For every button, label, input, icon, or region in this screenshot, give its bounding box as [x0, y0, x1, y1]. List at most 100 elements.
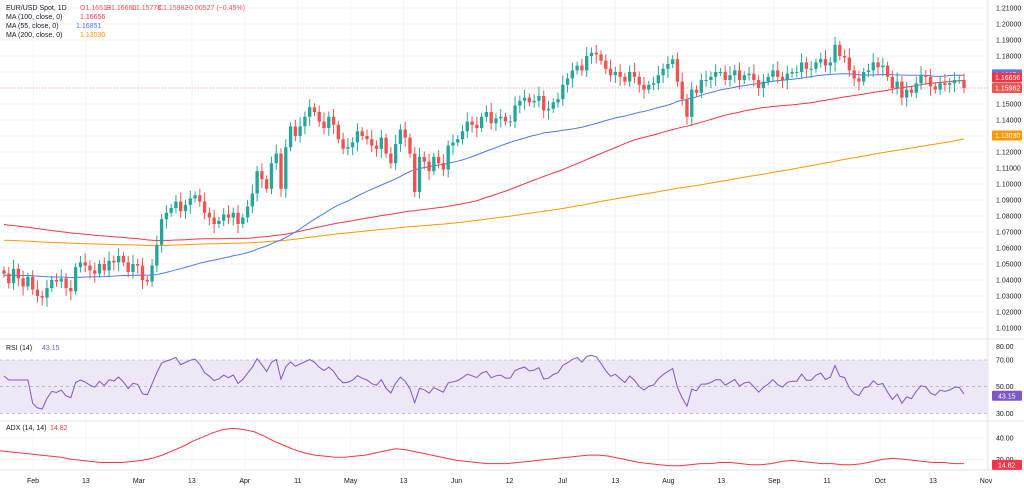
time-tick-label: 13: [717, 478, 725, 485]
candle: [699, 73, 703, 99]
candle: [866, 63, 871, 78]
candle-body: [828, 62, 832, 66]
candle: [303, 111, 307, 135]
candle: [93, 262, 97, 283]
candle-body: [374, 145, 379, 149]
candle-body: [393, 144, 398, 164]
candle: [255, 165, 259, 202]
candle-body: [465, 121, 469, 132]
candle: [919, 66, 923, 90]
ohlc-high: H1.16660: [106, 5, 136, 12]
candle: [675, 52, 680, 87]
candle-body: [413, 153, 417, 192]
candle-body: [50, 280, 54, 288]
candle-body: [613, 72, 618, 76]
candle-body: [183, 204, 188, 212]
adx-legend-label: ADX (14, 14): [6, 425, 46, 432]
candle-body: [145, 280, 149, 282]
candle-body: [890, 76, 895, 88]
candle-body: [928, 76, 933, 87]
candle: [207, 207, 212, 226]
candle: [790, 68, 794, 78]
candle-body: [97, 264, 102, 274]
candle: [217, 216, 221, 228]
candle: [857, 70, 861, 91]
candle-body: [795, 72, 799, 73]
candle-body: [155, 244, 159, 266]
ma-100-path: [3, 80, 965, 241]
price-tick-label: 1.11000: [996, 166, 1021, 173]
candle-body: [838, 44, 842, 56]
candle-body: [102, 264, 106, 271]
candle-body: [475, 124, 479, 128]
candle: [174, 195, 178, 214]
candle: [694, 85, 699, 97]
candle: [852, 65, 856, 87]
candle: [40, 290, 44, 306]
candle: [828, 57, 832, 74]
candle: [666, 56, 670, 78]
candle: [747, 67, 751, 81]
candle-body: [255, 171, 259, 194]
candle-body: [604, 60, 608, 69]
candle-body: [288, 126, 293, 148]
candle-body: [116, 256, 121, 263]
time-tick-label: 13: [929, 478, 937, 485]
candle-body: [499, 116, 503, 119]
ohlc-change: −0.00527 (−0.45%): [185, 5, 245, 12]
candle: [379, 129, 383, 158]
candle: [871, 53, 875, 77]
candle-body: [284, 147, 288, 189]
candle: [460, 124, 465, 145]
candle-body: [88, 265, 92, 271]
candle: [312, 103, 317, 116]
candle: [465, 112, 469, 138]
time-tick-label: Apr: [239, 478, 251, 485]
candle: [962, 73, 966, 94]
candle: [670, 55, 675, 68]
candle: [245, 199, 250, 223]
candle: [198, 188, 202, 207]
candle-body: [45, 288, 49, 298]
candle-body: [862, 72, 866, 82]
candle: [565, 73, 570, 93]
candle: [188, 190, 192, 214]
candle: [938, 76, 942, 95]
candle: [298, 117, 302, 143]
candle-body: [809, 68, 813, 70]
rsi-tick-label: 70.00: [996, 358, 1014, 365]
candle: [274, 144, 278, 170]
candle: [136, 258, 140, 274]
candle: [413, 147, 417, 198]
candle: [542, 90, 546, 119]
candle-body: [871, 62, 875, 71]
candle: [422, 151, 426, 170]
candle-body: [250, 193, 255, 207]
candle: [26, 272, 30, 291]
candle-body: [30, 276, 35, 290]
candle-body: [771, 70, 775, 77]
candle: [241, 213, 245, 228]
candle-body: [527, 97, 532, 103]
candle: [131, 254, 135, 279]
time-tick-label: 13: [400, 478, 408, 485]
candle-body: [628, 72, 632, 82]
candle-body: [140, 265, 145, 280]
candle-body: [919, 75, 923, 84]
candle: [661, 63, 665, 84]
candle: [16, 263, 20, 287]
candle: [761, 73, 766, 98]
candle-body: [164, 212, 169, 220]
candle: [159, 213, 164, 253]
candle-body: [207, 212, 212, 218]
candle-body: [661, 68, 665, 76]
candle: [499, 108, 503, 128]
rsi-tick-label: 80.00: [996, 344, 1014, 351]
candle: [64, 273, 68, 296]
candle-body: [551, 102, 555, 109]
candle-body: [742, 75, 746, 80]
candle-body: [7, 273, 11, 284]
price-tick-label: 1.04000: [996, 278, 1021, 285]
